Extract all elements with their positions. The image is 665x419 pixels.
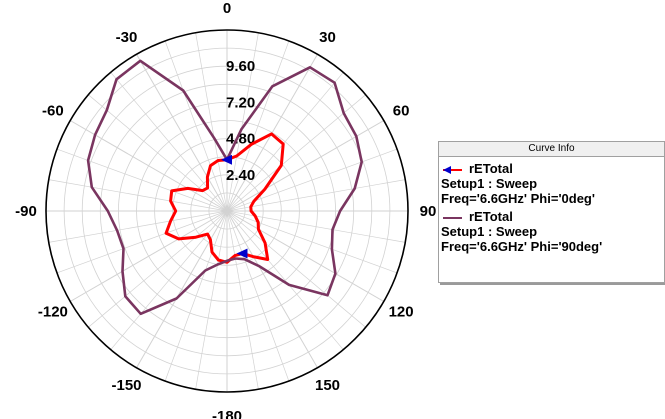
polar-grid bbox=[45, 29, 409, 393]
legend-params: Freq='6.6GHz' Phi='90deg' bbox=[441, 239, 603, 254]
grid-ring bbox=[99, 83, 355, 339]
angle-tick-label: 150 bbox=[315, 377, 340, 394]
angle-tick-label: -60 bbox=[42, 103, 64, 120]
trace-phi0 bbox=[164, 132, 285, 264]
legend-entry-phi0: rETotal Setup1 : Sweep Freq='6.6GHz' Phi… bbox=[439, 161, 664, 206]
angle-tick-label: 60 bbox=[393, 103, 410, 120]
legend-setup: Setup1 : Sweep bbox=[441, 224, 538, 239]
angle-tick-label: 90 bbox=[420, 203, 437, 220]
radial-tick-labels: 2.40 4.80 7.20 9.60 bbox=[226, 58, 255, 184]
grid-ring bbox=[63, 47, 391, 375]
angle-tick-label: -180 bbox=[212, 408, 242, 419]
traces bbox=[86, 59, 363, 316]
angle-tick-label: -150 bbox=[111, 377, 141, 394]
curve-info-legend: Curve Info rETotal Setup1 : Sweep Freq='… bbox=[438, 141, 665, 283]
grid-ring bbox=[118, 102, 336, 320]
legend-swatch-phi90 bbox=[443, 216, 462, 219]
legend-params: Freq='6.6GHz' Phi='0deg' bbox=[441, 191, 595, 206]
grid-ring bbox=[190, 174, 264, 248]
legend-trace-name: rETotal bbox=[469, 209, 513, 224]
outer-boundary bbox=[45, 29, 409, 393]
angle-tick-label: 30 bbox=[319, 29, 336, 46]
angle-tick-label: 120 bbox=[389, 304, 414, 321]
angle-tick-labels: 0 30 60 90 120 150 -180 -150 -120 -90 -60 -30 bbox=[15, 0, 436, 419]
angle-tick-label: -120 bbox=[38, 304, 68, 321]
grid-ring bbox=[208, 192, 246, 230]
grid-ring bbox=[136, 120, 318, 302]
grid-ring bbox=[81, 65, 373, 357]
trace-marker bbox=[221, 154, 232, 165]
angle-tick-label: -30 bbox=[116, 29, 138, 46]
angle-tick-label: 0 bbox=[223, 0, 231, 17]
legend-entry-phi90: rETotal Setup1 : Sweep Freq='6.6GHz' Phi… bbox=[439, 209, 664, 254]
legend-swatch-phi0 bbox=[443, 165, 462, 174]
angle-tick-label: -90 bbox=[15, 203, 37, 220]
legend-setup: Setup1 : Sweep bbox=[441, 176, 538, 191]
trace-marker bbox=[236, 248, 248, 259]
trace-phi90 bbox=[86, 59, 363, 316]
radial-tick-label: 9.60 bbox=[226, 58, 255, 75]
legend-trace-name: rETotal bbox=[469, 161, 513, 176]
radial-tick-label: 7.20 bbox=[226, 94, 255, 111]
legend-title: Curve Info bbox=[439, 142, 664, 157]
radial-tick-label: 2.40 bbox=[226, 167, 255, 184]
grid-ring bbox=[154, 138, 300, 284]
radial-tick-label: 4.80 bbox=[226, 131, 255, 148]
